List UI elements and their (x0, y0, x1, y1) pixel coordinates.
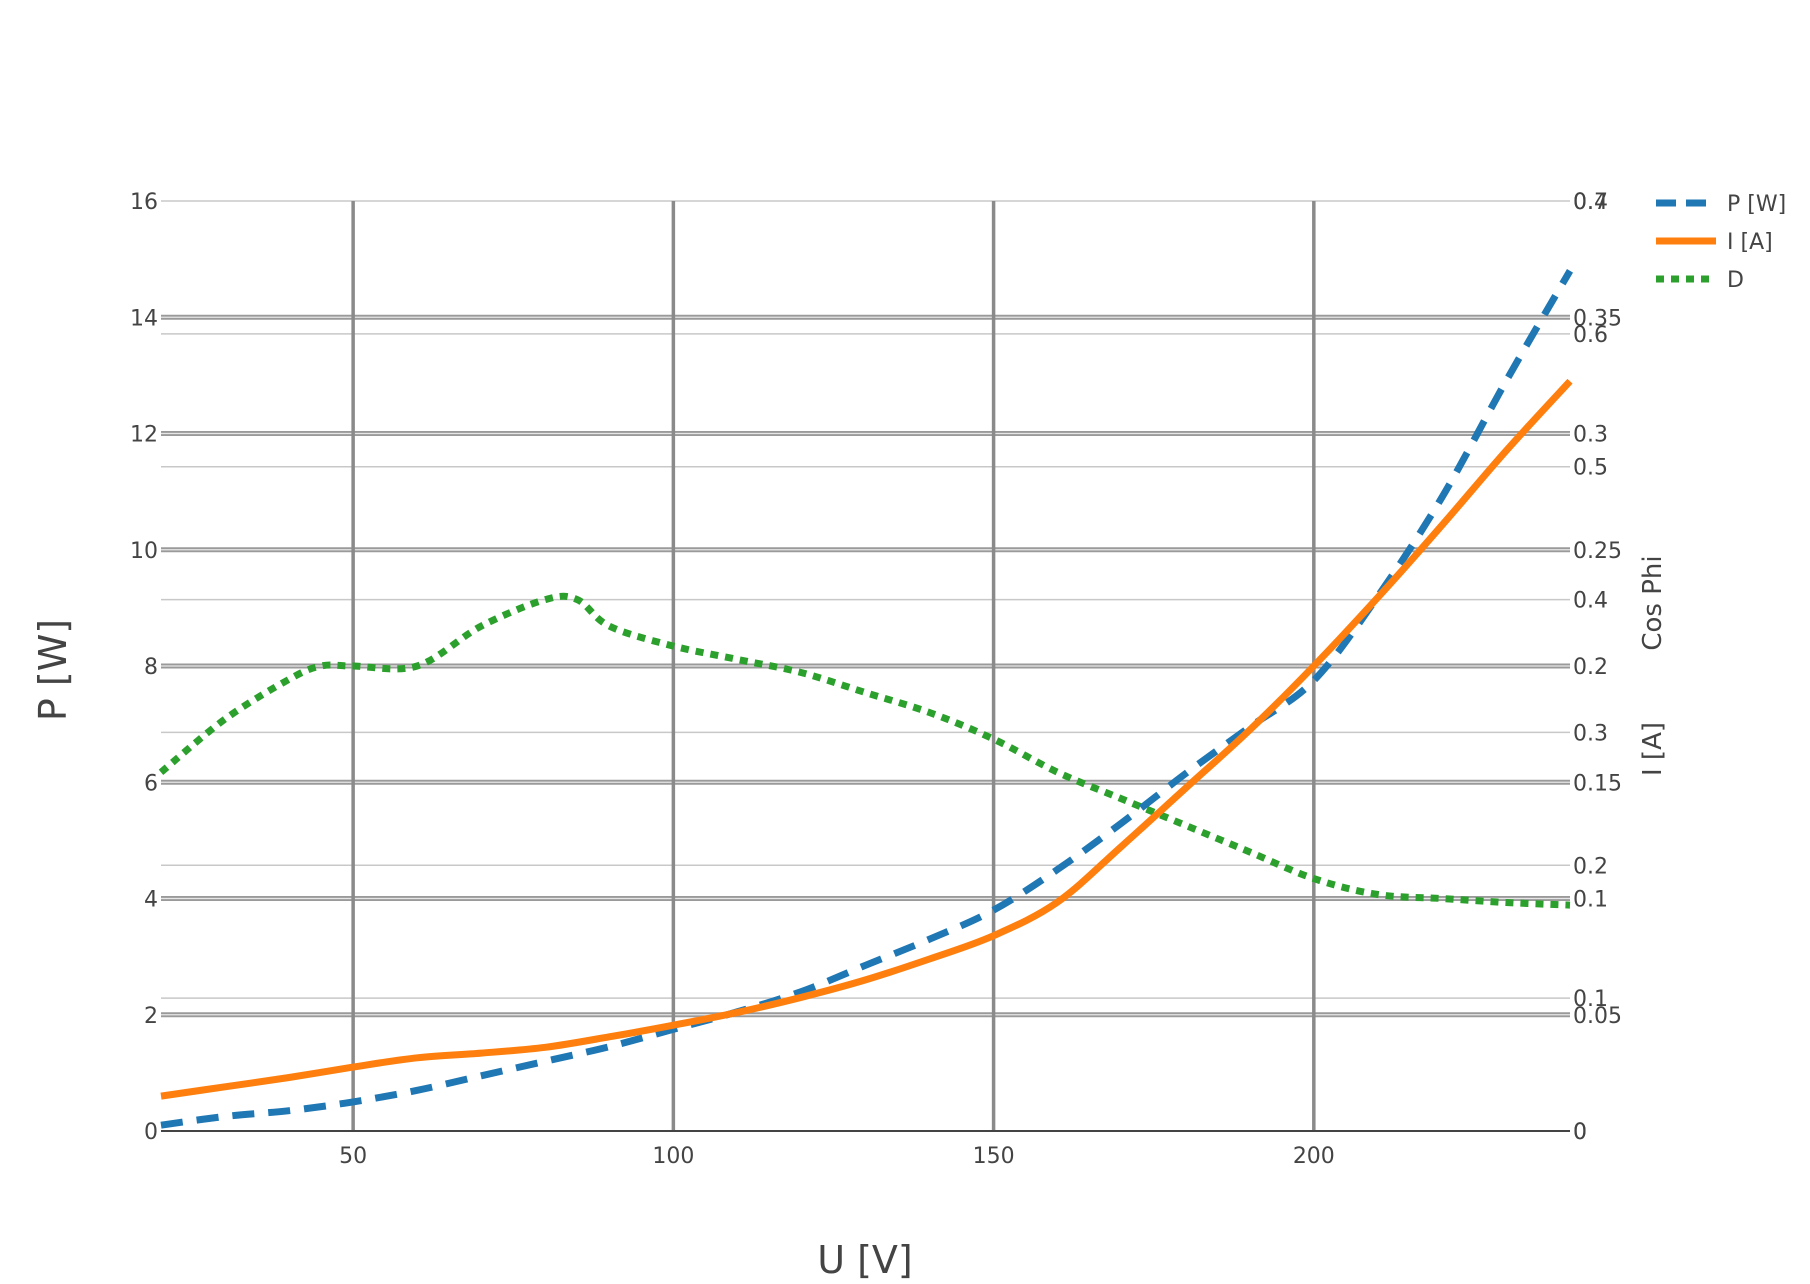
series-line-i-a (160, 378, 1573, 1100)
y-right-cos-tick-label: 0.7 (1573, 190, 1608, 215)
y-right-current-tick-label: 0.2 (1573, 655, 1608, 680)
x-tick-label: 150 (973, 1144, 1015, 1169)
y-axis-left-title: P [W] (31, 619, 75, 721)
y-right-cos-tick-label: 0.3 (1573, 721, 1608, 746)
y-right-cos-tick-label: 0.2 (1573, 854, 1608, 879)
y-left-tick-label: 2 (144, 1004, 158, 1029)
y-left-tick-label: 4 (144, 888, 158, 913)
y-right-current-tick-label: 0.3 (1573, 423, 1608, 448)
series-line-p-w (160, 269, 1574, 1129)
y-right-cos-tick-label: 0.5 (1573, 456, 1608, 481)
tick-labels: 50 100 150 200024681012141600.050.10.150.20… (130, 190, 1622, 1169)
y-left-tick-label: 14 (130, 306, 158, 331)
y-right-current-tick-label: 0.35 (1573, 306, 1622, 331)
y-right-cos-tick-label: 0.4 (1573, 589, 1608, 614)
y-left-tick-label: 6 (144, 771, 158, 796)
y-right-current-tick-label: 0 (1573, 1120, 1587, 1145)
y-right-current-tick-label: 0.25 (1573, 539, 1622, 564)
y-left-tick-label: 16 (130, 190, 158, 215)
x-tick-label: 50 (339, 1144, 367, 1169)
y-left-tick-label: 10 (130, 539, 158, 564)
legend-label: P [W] (1727, 192, 1786, 217)
y-right-cos-tick-label: 0.1 (1573, 987, 1608, 1012)
x-tick-label: 100 (652, 1144, 694, 1169)
legend-label: D (1727, 268, 1744, 293)
x-tick-label: 200 (1293, 1144, 1335, 1169)
y-right-cos-tick-label: 0 (1573, 1120, 1587, 1145)
series-lines (158, 269, 1574, 1129)
series-line-d (158, 592, 1571, 909)
y-right-current-tick-label: 0.4 (1573, 190, 1608, 215)
y-left-tick-label: 0 (144, 1120, 158, 1145)
x-axis-title: U [V] (817, 1238, 913, 1282)
legend-label: I [A] (1727, 230, 1773, 255)
y-axis-current-title: I [A] (1638, 722, 1668, 776)
y-right-current-tick-label: 0.05 (1573, 1004, 1622, 1029)
y-axis-cos-phi-title: Cos Phi (1638, 555, 1668, 650)
y-right-current-tick-label: 0.15 (1573, 771, 1622, 796)
y-left-tick-label: 8 (144, 655, 158, 680)
y-left-tick-label: 12 (130, 423, 158, 448)
legend: P [W] I [A] D (1656, 192, 1786, 293)
y-right-current-tick-label: 0.1 (1573, 888, 1608, 913)
y-right-cos-tick-label: 0.6 (1573, 323, 1608, 348)
